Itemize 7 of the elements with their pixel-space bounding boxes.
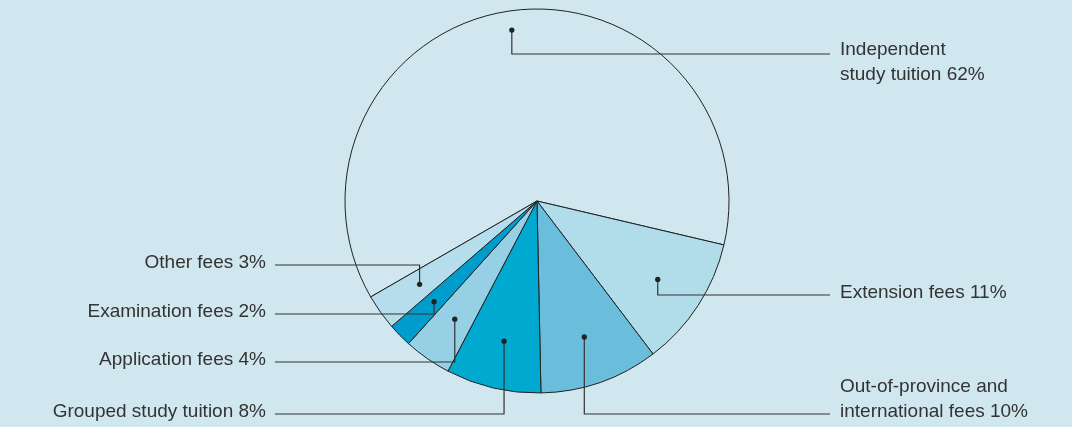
slice-label: Grouped study tuition 8% <box>52 400 267 421</box>
slice-label: Out-of-province and international fees 10% <box>840 375 1029 421</box>
slice-label: Extension fees 11% <box>840 281 1007 302</box>
slice-label: Application fees 4% <box>99 348 267 369</box>
slice-label: Examination fees 2% <box>87 300 267 321</box>
slice-label: Independent study tuition 62% <box>840 38 985 84</box>
slice-label: Other fees 3% <box>144 251 267 272</box>
